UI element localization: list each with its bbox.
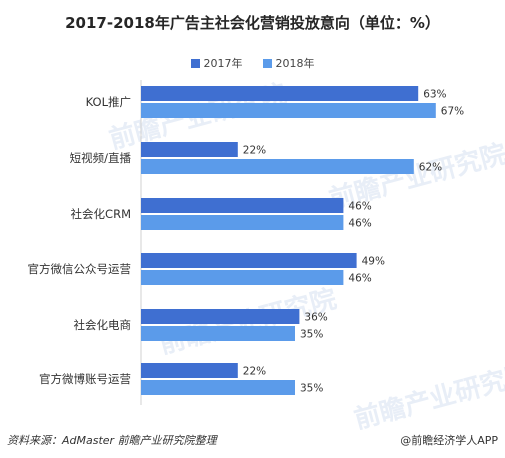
data-label: 46% bbox=[348, 201, 371, 213]
category-label: 官方微信公众号运营 bbox=[28, 262, 132, 276]
chart-legend: 2017年 2018年 bbox=[0, 55, 505, 71]
category-label: 社会化电商 bbox=[74, 318, 132, 332]
bar-2018 bbox=[141, 380, 295, 395]
watermark-3: 前瞻产业研究院 bbox=[351, 358, 505, 430]
data-label: 36% bbox=[304, 312, 327, 324]
bar-2017 bbox=[141, 86, 419, 101]
data-label: 49% bbox=[362, 256, 385, 268]
legend-label-2017: 2017年 bbox=[203, 57, 243, 70]
data-label: 22% bbox=[243, 145, 266, 157]
footer: 资料来源：AdMaster 前瞻产业研究院整理 @前瞻经济学人APP bbox=[7, 432, 498, 448]
legend-item-2017: 2017年 bbox=[190, 55, 243, 71]
chart-title: 2017-2018年广告主社会化营销投放意向（单位：%） bbox=[65, 14, 440, 32]
data-label: 63% bbox=[423, 89, 446, 101]
bar-2018 bbox=[141, 215, 344, 230]
bar-2017 bbox=[141, 142, 238, 157]
data-label: 46% bbox=[348, 218, 371, 230]
data-label: 67% bbox=[441, 106, 464, 118]
data-label: 35% bbox=[300, 329, 323, 341]
bar-2017 bbox=[141, 198, 344, 213]
category-label: 社会化CRM bbox=[71, 207, 131, 221]
category-label: 官方微博账号运营 bbox=[39, 372, 131, 386]
brand-credit: @前瞻经济学人APP bbox=[400, 434, 498, 447]
legend-label-2018: 2018年 bbox=[275, 57, 315, 70]
bar-2018 bbox=[141, 103, 436, 118]
data-label: 46% bbox=[348, 273, 371, 285]
data-label: 62% bbox=[419, 162, 442, 174]
bar-chart: 前瞻产业研究院前瞻产业研究院前瞻产业研究院前瞻产业研究院KOL推广63%67%短… bbox=[28, 78, 505, 430]
legend-swatch-2017 bbox=[190, 58, 200, 68]
bar-2017 bbox=[141, 363, 238, 378]
source-note: 资料来源：AdMaster 前瞻产业研究院整理 bbox=[7, 434, 217, 447]
legend-item-2018: 2018年 bbox=[262, 55, 315, 71]
data-label: 22% bbox=[243, 366, 266, 378]
bar-2017 bbox=[141, 253, 357, 268]
category-label: 短视频/直播 bbox=[70, 151, 132, 165]
data-label: 35% bbox=[300, 383, 323, 395]
bar-2017 bbox=[141, 309, 300, 324]
category-label: KOL推广 bbox=[86, 95, 131, 109]
bar-2018 bbox=[141, 159, 414, 174]
legend-swatch-2018 bbox=[262, 58, 272, 68]
bar-2018 bbox=[141, 326, 295, 341]
bar-2018 bbox=[141, 270, 344, 285]
